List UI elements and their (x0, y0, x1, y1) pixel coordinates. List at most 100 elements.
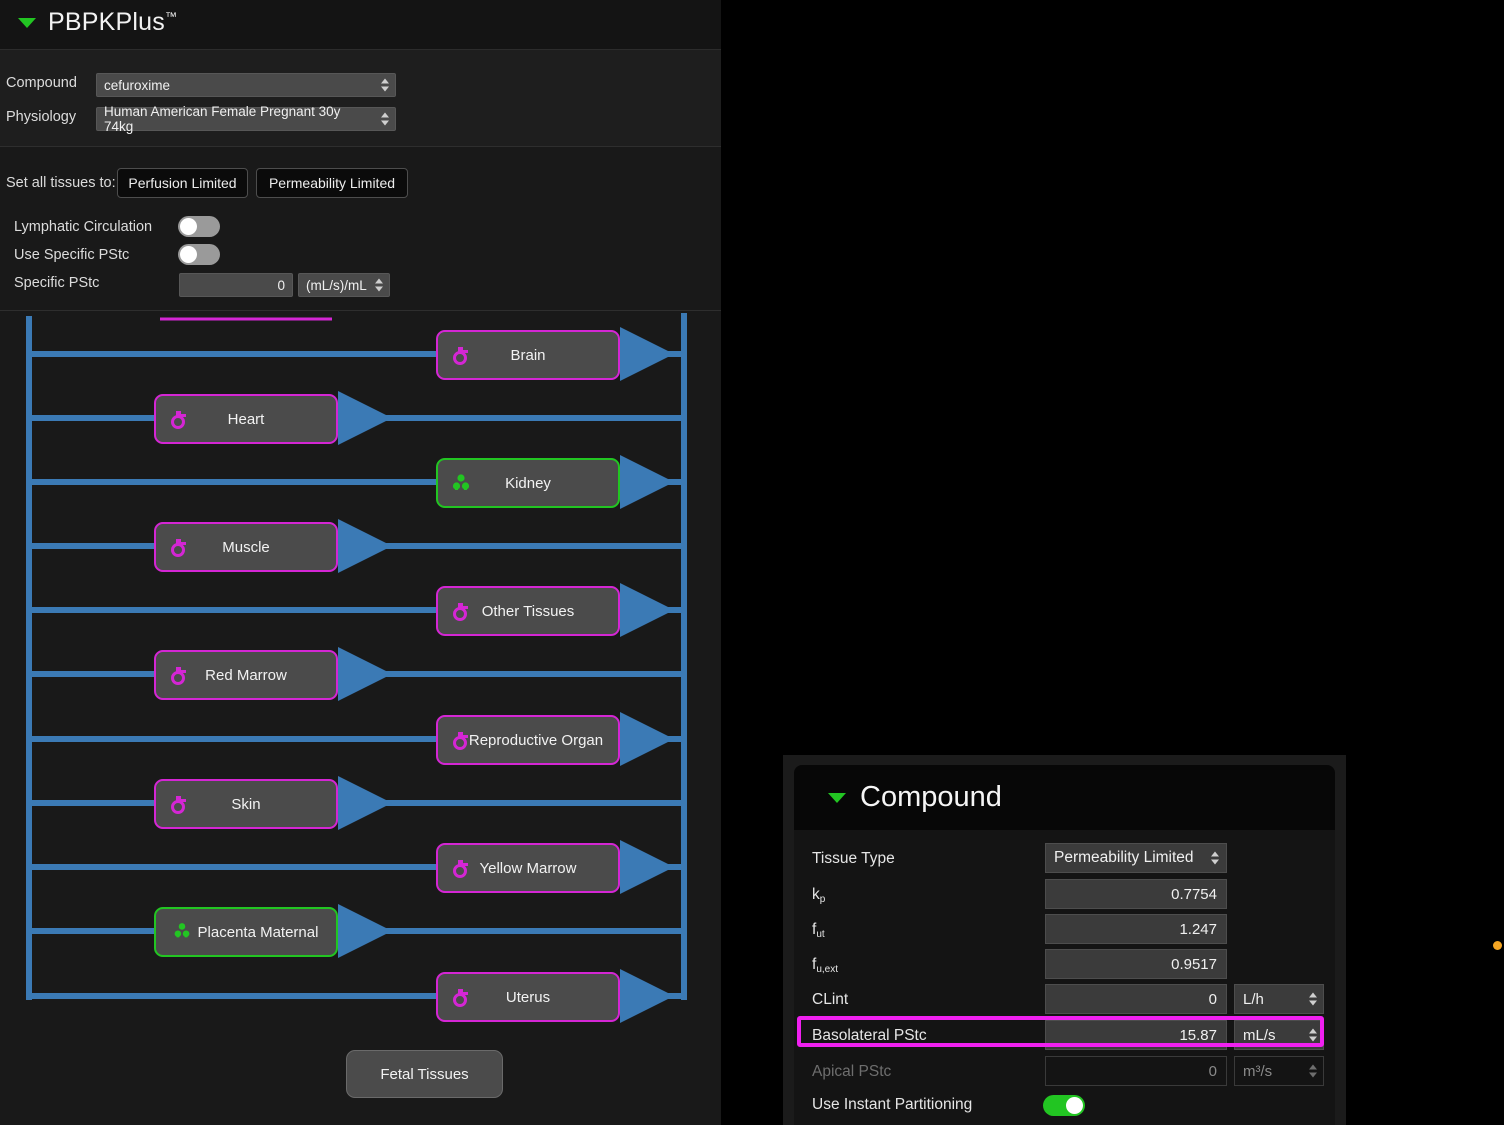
node-heart[interactable]: Heart (154, 394, 338, 444)
node-label: Fetal Tissues (380, 1065, 469, 1083)
node-label: Other Tissues (481, 602, 575, 620)
node-kidney[interactable]: Kidney (436, 458, 620, 508)
row-tissue-type: Tissue Type (794, 842, 1335, 876)
perfusion-tissue-icon (450, 986, 472, 1008)
clint-unit-select[interactable]: L/h (1234, 984, 1324, 1014)
row-fut: fut (794, 913, 1335, 947)
fuext-label: fu,ext (812, 956, 838, 975)
clint-label: CLint (812, 991, 849, 1008)
compound-select[interactable]: cefuroxime (96, 73, 396, 97)
permeability-limited-button[interactable]: Permeability Limited (256, 168, 408, 198)
panel-title-group[interactable]: PBPKPlus™ (18, 8, 177, 37)
fut-label: fut (812, 921, 825, 940)
physiology-select[interactable]: Human American Female Pregnant 30y 74kg (96, 104, 396, 134)
compound-label: Compound (6, 75, 77, 91)
spinner-icon[interactable] (1309, 1028, 1317, 1042)
fut-input[interactable]: 1.247 (1045, 914, 1227, 944)
node-yellow-marrow[interactable]: Yellow Marrow (436, 843, 620, 893)
status-dot (1493, 941, 1502, 950)
apical-pstc-unit-select: m³/s (1234, 1056, 1324, 1086)
kp-input[interactable]: 0.7754 (1045, 879, 1227, 909)
page-title: PBPKPlus™ (48, 8, 178, 36)
row-fuext: fu,ext (794, 948, 1335, 982)
node-reproductive-organ[interactable]: Reproductive Organ (436, 715, 620, 765)
perfusion-tissue-icon (168, 536, 190, 558)
node-red-marrow[interactable]: Red Marrow (154, 650, 338, 700)
triangle-down-icon[interactable] (828, 792, 846, 803)
pbpkplus-panel: PBPKPlus™ Compound cefuroxime Physiology… (0, 0, 721, 1125)
instant-partitioning-toggle[interactable] (1043, 1095, 1085, 1116)
trademark-mark: ™ (164, 9, 178, 24)
spinner-icon (1309, 1064, 1317, 1078)
lymphatic-circulation-row: Lymphatic Circulation (14, 216, 220, 237)
tissue-type-select[interactable]: Permeability Limited (1045, 843, 1227, 873)
top-fields-section: Compound cefuroxime Physiology Human Ame… (0, 50, 721, 147)
specific-pstc-unit-select[interactable]: (mL/s)/mL (298, 273, 390, 297)
basolateral-pstc-unit-select[interactable]: mL/s (1234, 1020, 1324, 1050)
lymphatic-circulation-toggle[interactable] (178, 216, 220, 237)
row-basolateral-pstc: Basolateral PStc (794, 1019, 1335, 1053)
spinner-icon[interactable] (1309, 992, 1317, 1006)
perfusion-tissue-icon (450, 344, 472, 366)
specific-pstc-row: Specific PStc (14, 275, 178, 291)
physiology-label: Physiology (6, 109, 77, 125)
node-label: Skin (231, 795, 261, 813)
specific-pstc-input[interactable]: 0 (179, 273, 293, 297)
node-brain[interactable]: Brain (436, 330, 620, 380)
row-clint: CLint (794, 983, 1335, 1017)
panel-header: PBPKPlus™ (0, 0, 721, 50)
node-label: Reproductive Organ (468, 731, 604, 749)
row-kp: kp (794, 878, 1335, 912)
spinner-icon[interactable] (381, 112, 389, 126)
node-skin[interactable]: Skin (154, 779, 338, 829)
permeability-tissue-icon (172, 921, 194, 943)
node-fetal-tissues[interactable]: Fetal Tissues (346, 1050, 503, 1098)
instant-partitioning-label: Use Instant Partitioning (812, 1096, 973, 1113)
kp-label: kp (812, 886, 826, 905)
perfusion-tissue-icon (450, 857, 472, 879)
apical-pstc-label: Apical PStc (812, 1063, 892, 1080)
clint-unit-value: L/h (1243, 990, 1264, 1008)
apical-pstc-input: 0 (1045, 1056, 1227, 1086)
use-specific-pstc-label: Use Specific PStc (14, 246, 130, 263)
lymphatic-circulation-label: Lymphatic Circulation (14, 218, 153, 235)
physiology-row: Physiology (6, 109, 96, 125)
perfusion-tissue-icon (168, 793, 190, 815)
node-uterus[interactable]: Uterus (436, 972, 620, 1022)
node-other-tissues[interactable]: Other Tissues (436, 586, 620, 636)
clint-input[interactable]: 0 (1045, 984, 1227, 1014)
node-label: Red Marrow (205, 666, 287, 684)
perfusion-tissue-icon (168, 664, 190, 686)
use-specific-pstc-row: Use Specific PStc (14, 244, 220, 265)
fuext-input[interactable]: 0.9517 (1045, 949, 1227, 979)
perfusion-tissue-icon (450, 729, 472, 751)
spinner-icon[interactable] (381, 78, 389, 92)
use-specific-pstc-toggle[interactable] (178, 244, 220, 265)
tissue-type-value: Permeability Limited (1054, 849, 1194, 866)
compound-panel-title: Compound (860, 781, 1002, 813)
perfusion-limited-button[interactable]: Perfusion Limited (117, 168, 248, 198)
physiology-select-value: Human American Female Pregnant 30y 74kg (104, 104, 341, 134)
triangle-down-icon[interactable] (18, 17, 36, 28)
apical-pstc-unit-value: m³/s (1243, 1062, 1273, 1080)
compound-select-value: cefuroxime (104, 77, 171, 93)
perfusion-tissue-icon (168, 408, 190, 430)
node-label: Heart (227, 410, 265, 428)
basolateral-pstc-input[interactable]: 15.87 (1045, 1020, 1227, 1050)
row-apical-pstc: Apical PStc (794, 1055, 1335, 1089)
basolateral-pstc-unit-value: mL/s (1243, 1026, 1276, 1044)
node-label: Uterus (505, 988, 551, 1006)
node-label: Muscle (222, 538, 270, 556)
tissue-flow-diagram: Brain Heart Kidney Muscle (0, 310, 721, 1125)
spinner-icon[interactable] (1211, 851, 1219, 865)
spinner-icon[interactable] (375, 278, 383, 292)
basolateral-pstc-label: Basolateral PStc (812, 1027, 927, 1044)
node-label: Brain (510, 346, 546, 364)
node-placenta-maternal[interactable]: Placenta Maternal (154, 907, 338, 957)
node-muscle[interactable]: Muscle (154, 522, 338, 572)
permeability-tissue-icon (450, 472, 472, 494)
compound-panel-header[interactable]: Compound (794, 765, 1335, 830)
specific-pstc-label: Specific PStc (14, 275, 100, 291)
compound-panel-body: Tissue Type Permeability Limited kp 0.77… (794, 830, 1335, 1125)
